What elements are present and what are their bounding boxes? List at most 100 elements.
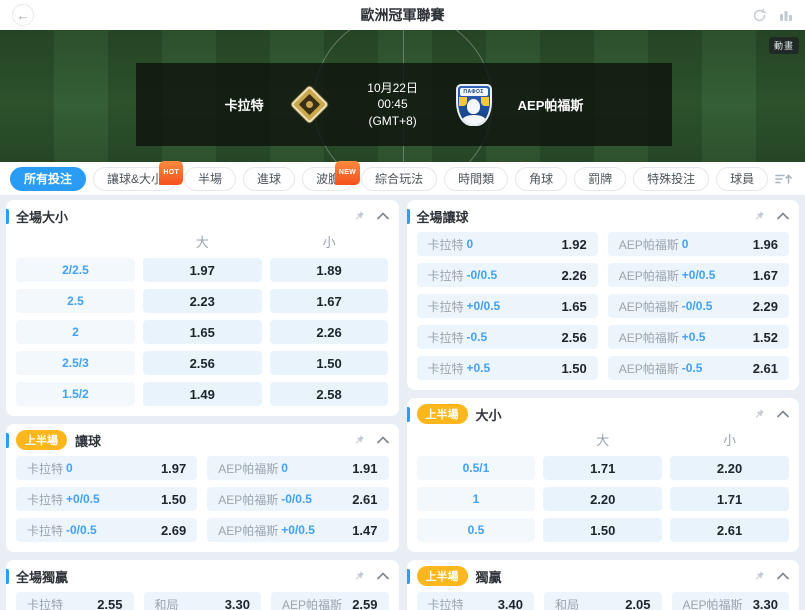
- collapse-icon[interactable]: [777, 410, 789, 418]
- stats-icon[interactable]: [779, 8, 793, 22]
- handicap-bet-button[interactable]: AEP帕福斯 0 1.91: [207, 456, 389, 480]
- handicap-bet-button[interactable]: AEP帕福斯 +0/0.5 1.67: [607, 263, 789, 287]
- team-label: AEP帕福斯: [618, 361, 679, 376]
- panel-accent: [406, 407, 410, 422]
- panel-title: 讓球: [75, 433, 102, 449]
- moneyline-bet-button[interactable]: 和局 3.30: [143, 592, 261, 610]
- pin-icon[interactable]: [353, 570, 365, 582]
- odds-value: 1.50: [561, 360, 587, 376]
- away-team-name: AEP帕福斯: [517, 98, 584, 113]
- collapse-icon[interactable]: [376, 436, 389, 444]
- handicap-bet-button[interactable]: 卡拉特 0 1.92: [416, 232, 598, 256]
- odds-value: 2.05: [625, 596, 651, 610]
- pin-icon[interactable]: [353, 210, 365, 222]
- pin-icon[interactable]: [753, 408, 765, 420]
- handicap-bet-button[interactable]: 卡拉特 +0/0.5 1.50: [16, 487, 198, 511]
- away-logo-text: ΠΑΦΟΣ: [459, 87, 488, 96]
- under-odds-button[interactable]: 2.26: [269, 320, 389, 344]
- handicap-bet-button[interactable]: AEP帕福斯 -0/0.5 2.29: [607, 294, 789, 318]
- tab-all-bets[interactable]: 所有投注: [10, 166, 87, 191]
- panel-title: 全場獨贏: [16, 569, 69, 585]
- tab-cards[interactable]: 罰牌: [574, 166, 627, 191]
- handicap-line: -0.5: [681, 361, 703, 375]
- odds-value: 1.97: [160, 460, 187, 476]
- panel-accent: [6, 209, 9, 224]
- over-odds-button[interactable]: 1.65: [142, 320, 262, 344]
- under-odds-button[interactable]: 2.58: [269, 382, 389, 406]
- handicap-bet-button[interactable]: 卡拉特 0 1.97: [16, 456, 198, 480]
- collapse-icon[interactable]: [777, 212, 789, 220]
- sort-icon[interactable]: [775, 172, 792, 186]
- panel-title: 獨贏: [475, 569, 502, 585]
- odds-value: 2.59: [352, 596, 378, 610]
- tab-time[interactable]: 時間類: [444, 166, 509, 191]
- page-title: 歐洲冠軍聯賽: [360, 7, 445, 23]
- under-odds-button[interactable]: 2.61: [670, 518, 789, 542]
- panel-title: 大小: [475, 407, 502, 423]
- panel-title: 全場大小: [16, 209, 69, 225]
- handicap-bet-button[interactable]: 卡拉特 -0/0.5 2.26: [416, 263, 598, 287]
- markets-content: 全場大小 大 小 2/2.5 1.97 1.89 2.5 2.23 1.67: [0, 196, 805, 610]
- back-button[interactable]: ←: [12, 4, 34, 26]
- handicap-line: -0.5: [466, 330, 488, 344]
- odds-row: 卡拉特 2.55 和局 3.30 AEP帕福斯 2.59: [16, 592, 389, 610]
- odds-value: 2.61: [352, 491, 378, 507]
- over-odds-button[interactable]: 2.20: [543, 487, 663, 511]
- handicap-line: -0/0.5: [281, 492, 312, 506]
- moneyline-bet-button[interactable]: 卡拉特 3.40: [416, 592, 534, 610]
- tab-handicap-ou[interactable]: 讓球&大小 HOT: [93, 160, 184, 191]
- collapse-icon[interactable]: [376, 212, 389, 220]
- tab-specials[interactable]: 特殊投注: [633, 166, 710, 191]
- under-column-header: 小: [723, 433, 737, 448]
- pin-icon[interactable]: [753, 570, 765, 582]
- under-odds-button[interactable]: 1.50: [269, 351, 389, 375]
- odds-row: 2 1.65 2.26: [16, 320, 389, 344]
- left-column: 全場大小 大 小 2/2.5 1.97 1.89 2.5 2.23 1.67: [6, 200, 399, 610]
- kickoff-time: 10月22日 00:45 (GMT+8): [356, 80, 430, 129]
- over-odds-button[interactable]: 2.23: [142, 289, 262, 313]
- corner-badge[interactable]: 動畫: [768, 37, 799, 54]
- first-half-badge: 上半場: [16, 430, 67, 450]
- over-odds-button[interactable]: 1.71: [543, 456, 663, 480]
- handicap-bet-button[interactable]: 卡拉特 +0/0.5 1.65: [416, 294, 598, 318]
- panel-fulltime-handicap: 全場讓球 卡拉特 0 1.92 AEP帕福斯 0 1.96: [406, 200, 799, 390]
- tab-correct-score[interactable]: 波膽 NEW: [302, 160, 361, 191]
- collapse-icon[interactable]: [777, 572, 789, 580]
- tab-half[interactable]: 半場: [184, 166, 237, 191]
- handicap-bet-button[interactable]: AEP帕福斯 +0.5 1.52: [607, 325, 789, 349]
- over-odds-button[interactable]: 1.97: [142, 258, 262, 282]
- handicap-bet-button[interactable]: AEP帕福斯 -0/0.5 2.61: [207, 487, 389, 511]
- handicap-line: +0/0.5: [681, 268, 716, 282]
- refresh-icon[interactable]: [752, 8, 767, 23]
- tab-players[interactable]: 球員: [716, 166, 769, 191]
- under-odds-button[interactable]: 1.67: [269, 289, 389, 313]
- under-odds-button[interactable]: 1.71: [670, 487, 789, 511]
- moneyline-bet-button[interactable]: AEP帕福斯 2.59: [271, 592, 389, 610]
- tab-goals[interactable]: 進球: [243, 166, 296, 191]
- tab-combos[interactable]: 綜合玩法: [361, 166, 438, 191]
- moneyline-bet-button[interactable]: AEP帕福斯 3.30: [671, 592, 789, 610]
- moneyline-bet-button[interactable]: 卡拉特 2.55: [16, 592, 134, 610]
- team-label: 卡拉特: [427, 237, 464, 252]
- handicap-bet-button[interactable]: 卡拉特 +0.5 1.50: [416, 356, 598, 380]
- over-odds-button[interactable]: 2.56: [142, 351, 262, 375]
- line-label: 2/2.5: [16, 258, 135, 282]
- moneyline-bet-button[interactable]: 和局 2.05: [544, 592, 662, 610]
- under-odds-button[interactable]: 1.89: [269, 258, 389, 282]
- over-odds-button[interactable]: 1.49: [142, 382, 262, 406]
- collapse-icon[interactable]: [376, 572, 389, 580]
- handicap-bet-button[interactable]: AEP帕福斯 0 1.96: [607, 232, 789, 256]
- handicap-bet-button[interactable]: 卡拉特 -0/0.5 2.69: [16, 518, 198, 542]
- handicap-bet-button[interactable]: 卡拉特 -0.5 2.56: [416, 325, 598, 349]
- odds-value: 2.55: [97, 596, 123, 610]
- pin-icon[interactable]: [353, 434, 365, 446]
- team-label: AEP帕福斯: [218, 492, 279, 507]
- handicap-bet-button[interactable]: AEP帕福斯 +0/0.5 1.47: [207, 518, 389, 542]
- tab-corners[interactable]: 角球: [515, 166, 568, 191]
- over-odds-button[interactable]: 1.50: [543, 518, 663, 542]
- handicap-line: +0.5: [466, 361, 491, 375]
- under-odds-button[interactable]: 2.20: [670, 456, 789, 480]
- pin-icon[interactable]: [753, 210, 765, 222]
- selection-label: 和局: [154, 597, 179, 610]
- handicap-bet-button[interactable]: AEP帕福斯 -0.5 2.61: [607, 356, 789, 380]
